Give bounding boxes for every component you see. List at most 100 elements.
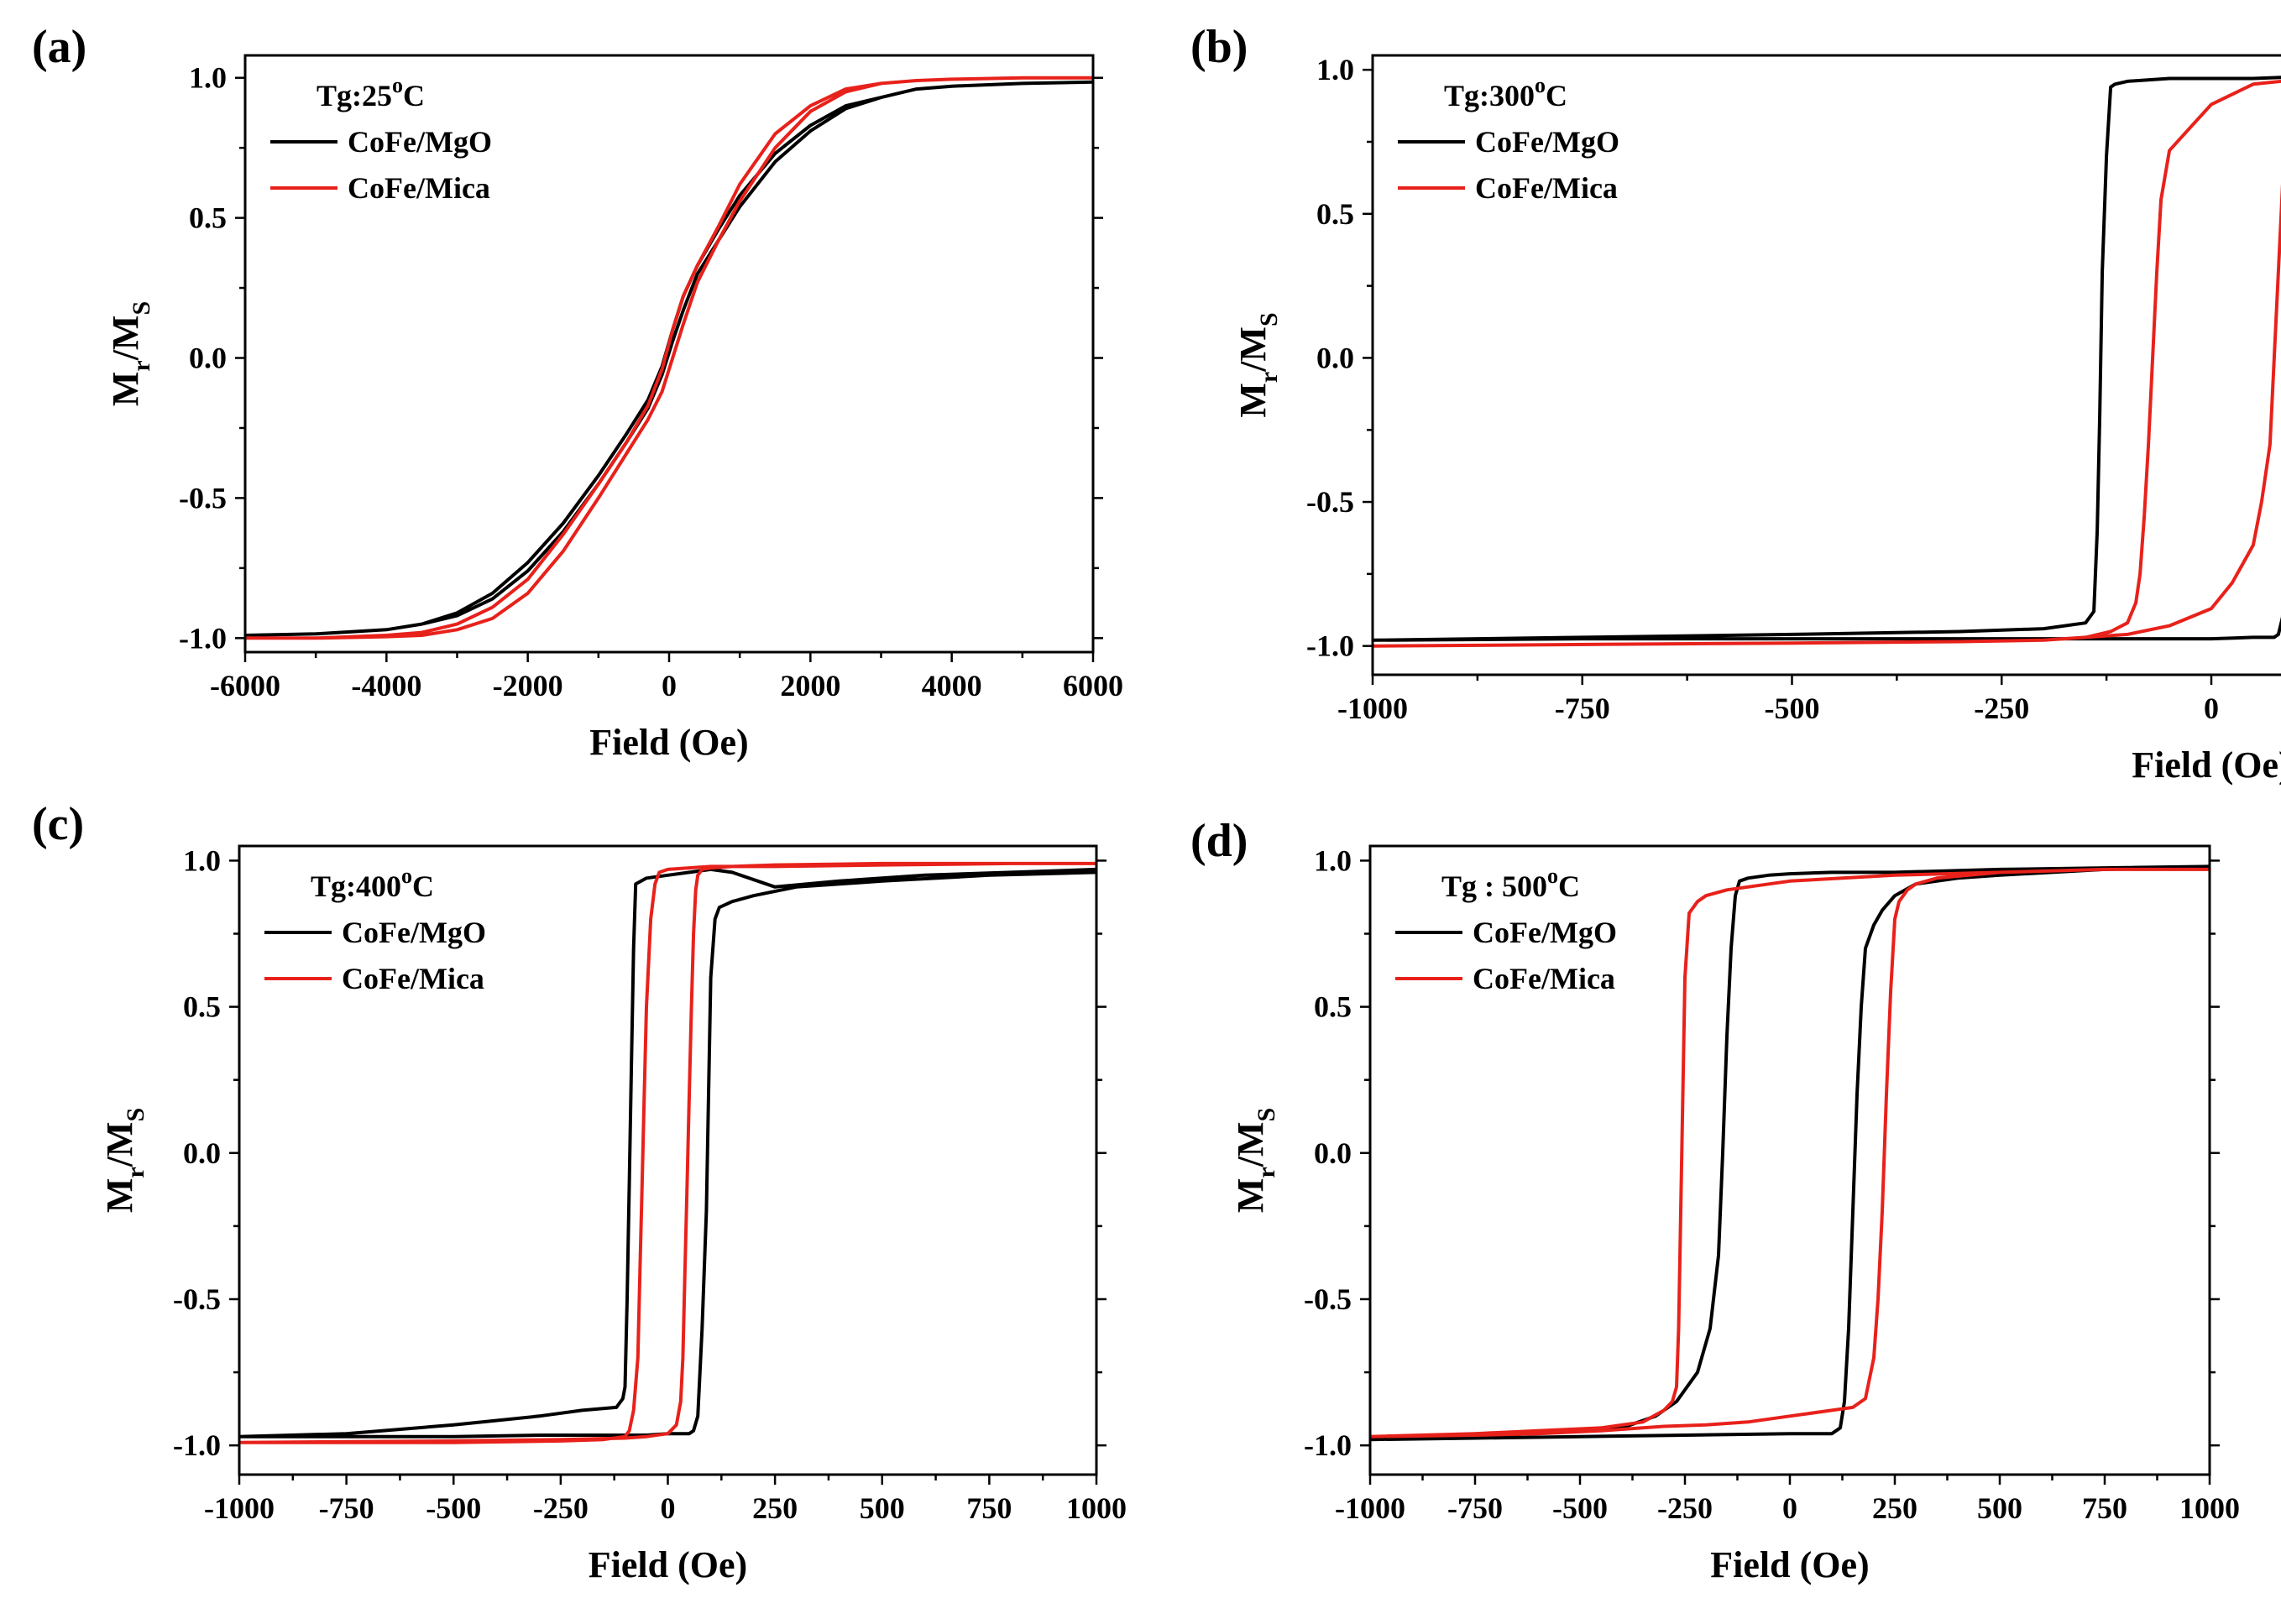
- y-axis-title-mid: /M: [1232, 326, 1274, 373]
- x-tick-label: 750: [2082, 1491, 2127, 1525]
- x-tick-label: 1000: [2179, 1491, 2240, 1525]
- series-line-cofemgo: [239, 867, 1096, 1439]
- y-axis-title-main: M: [1230, 1178, 1271, 1214]
- panel-d: (d) -1000 -750 -500 -250 0 250 500 750 1000 -1.0 -0…: [1190, 815, 2240, 1585]
- y-axis-title-sub1: r: [128, 360, 155, 371]
- series-line-cofemica: [1370, 867, 2210, 1439]
- legend-title-suffix: C: [1546, 79, 1567, 112]
- legend-label: CoFe/Mica: [348, 171, 490, 205]
- x-tick-label: -250: [1974, 692, 2029, 725]
- y-axis-title-mid: /M: [105, 316, 146, 362]
- y-tick-label: 0.0: [1316, 341, 1354, 374]
- legend-label: CoFe/MgO: [342, 916, 486, 949]
- y-tick-label: 1.0: [183, 843, 221, 877]
- x-tick-label: 0: [661, 1491, 676, 1525]
- legend-title-prefix: Tg:25: [317, 79, 392, 112]
- legend-title-sup: o: [392, 73, 403, 97]
- y-tick-label: 0.0: [189, 342, 227, 375]
- legend-title-prefix: Tg : 500: [1441, 869, 1547, 903]
- y-axis-title-sub1: r: [122, 1167, 149, 1178]
- x-tick-label: -1000: [1335, 1491, 1405, 1525]
- y-axis-title-sub1: r: [1255, 372, 1283, 383]
- x-tick-label: -6000: [210, 669, 280, 702]
- y-axis-title-sub1: r: [1253, 1167, 1280, 1178]
- y-tick-label: 1.0: [1316, 53, 1354, 86]
- series-line-cofemica: [245, 76, 1093, 640]
- legend-title: Tg:400oC: [311, 864, 434, 903]
- x-tick-label: 500: [1977, 1491, 2022, 1525]
- y-axis-title-main: M: [105, 372, 146, 407]
- legend-label: CoFe/MgO: [348, 125, 492, 159]
- x-tick-label: -500: [426, 1491, 481, 1525]
- x-axis-title: Field (Oe): [1710, 1544, 1869, 1585]
- x-tick-label: -500: [1552, 1491, 1608, 1525]
- series-line-cofemica: [1373, 79, 2281, 648]
- series-line-cofemgo: [1373, 76, 2281, 642]
- legend-title-sup: o: [1547, 864, 1558, 888]
- y-axis-title-sub2: S: [1255, 312, 1283, 326]
- legend-title: Tg : 500oC: [1441, 864, 1580, 903]
- legend-label: CoFe/Mica: [342, 962, 484, 995]
- y-axis-title-main: M: [99, 1178, 140, 1214]
- y-axis-title: Mr/MS: [99, 1108, 149, 1213]
- y-axis-title: Mr/MS: [1232, 312, 1283, 417]
- legend-title-prefix: Tg:300: [1444, 79, 1535, 112]
- x-tick-label: 2000: [780, 669, 840, 702]
- x-tick-label: -250: [533, 1491, 589, 1525]
- x-axis-title: Field (Oe): [2132, 744, 2281, 786]
- y-tick-label: -0.5: [179, 481, 227, 514]
- legend-title: Tg:25oC: [317, 73, 425, 112]
- x-tick-label: 750: [966, 1491, 1012, 1525]
- legend-label: CoFe/MgO: [1473, 916, 1617, 949]
- legend-title-suffix: C: [412, 869, 434, 903]
- y-axis-title: Mr/MS: [105, 301, 155, 406]
- y-tick-label: -1.0: [179, 621, 227, 655]
- x-axis-title: Field (Oe): [589, 722, 748, 763]
- x-axis-title: Field (Oe): [589, 1544, 747, 1585]
- x-tick-label: 250: [752, 1491, 798, 1525]
- legend-title-sup: o: [401, 864, 412, 888]
- panel-label: (a): [32, 21, 86, 73]
- x-tick-label: 0: [2204, 692, 2219, 725]
- y-axis-title-sub2: S: [128, 301, 155, 316]
- y-tick-label: 1.0: [1314, 843, 1352, 877]
- legend-title-suffix: C: [1558, 869, 1580, 903]
- y-axis-title-mid: /M: [99, 1122, 140, 1168]
- y-tick-label: 0.5: [1314, 990, 1352, 1024]
- x-tick-label: -750: [1555, 692, 1610, 725]
- x-tick-label: 0: [662, 669, 677, 702]
- panel-b: (b)-1000-750-500-25002505007501000-1.0-0…: [1190, 21, 2281, 786]
- y-axis-title: Mr/MS: [1230, 1108, 1280, 1213]
- x-tick-label: -250: [1657, 1491, 1713, 1525]
- x-tick-label: -2000: [493, 669, 563, 702]
- series-line-cofemgo: [245, 80, 1093, 637]
- x-tick-label: 250: [1872, 1491, 1917, 1525]
- y-tick-label: -1.0: [1304, 1428, 1352, 1462]
- y-axis-title-sub2: S: [1253, 1108, 1280, 1122]
- x-tick-label: 500: [860, 1491, 905, 1525]
- y-tick-label: 0.0: [183, 1136, 221, 1170]
- legend-title-sup: o: [1535, 73, 1546, 97]
- legend-label: CoFe/Mica: [1475, 171, 1618, 205]
- legend-title: Tg:300oC: [1444, 73, 1567, 112]
- legend-title-prefix: Tg:400: [311, 869, 401, 903]
- y-tick-label: -1.0: [173, 1428, 221, 1462]
- y-tick-label: 0.0: [1314, 1136, 1352, 1170]
- y-tick-label: -0.5: [1306, 485, 1354, 519]
- x-tick-label: -4000: [351, 669, 421, 702]
- x-tick-label: 1000: [1066, 1491, 1127, 1525]
- y-tick-label: 0.5: [1316, 197, 1354, 231]
- y-axis-title-mid: /M: [1230, 1122, 1271, 1168]
- y-tick-label: -0.5: [173, 1282, 221, 1316]
- panel-c: (c) -1000 -750 -500 -250 0 250 500 750 1000 -1.0 -0…: [32, 798, 1127, 1585]
- panel-label: (c): [32, 798, 84, 850]
- y-axis-title-main: M: [1232, 383, 1274, 418]
- x-tick-label: -750: [319, 1491, 374, 1525]
- x-tick-label: 0: [1782, 1491, 1797, 1525]
- y-axis-title-sub2: S: [122, 1108, 149, 1122]
- x-tick-label: -750: [1447, 1491, 1503, 1525]
- series-line-cofemgo: [1370, 864, 2210, 1442]
- x-tick-label: 6000: [1063, 669, 1123, 702]
- panel-label: (b): [1190, 21, 1248, 73]
